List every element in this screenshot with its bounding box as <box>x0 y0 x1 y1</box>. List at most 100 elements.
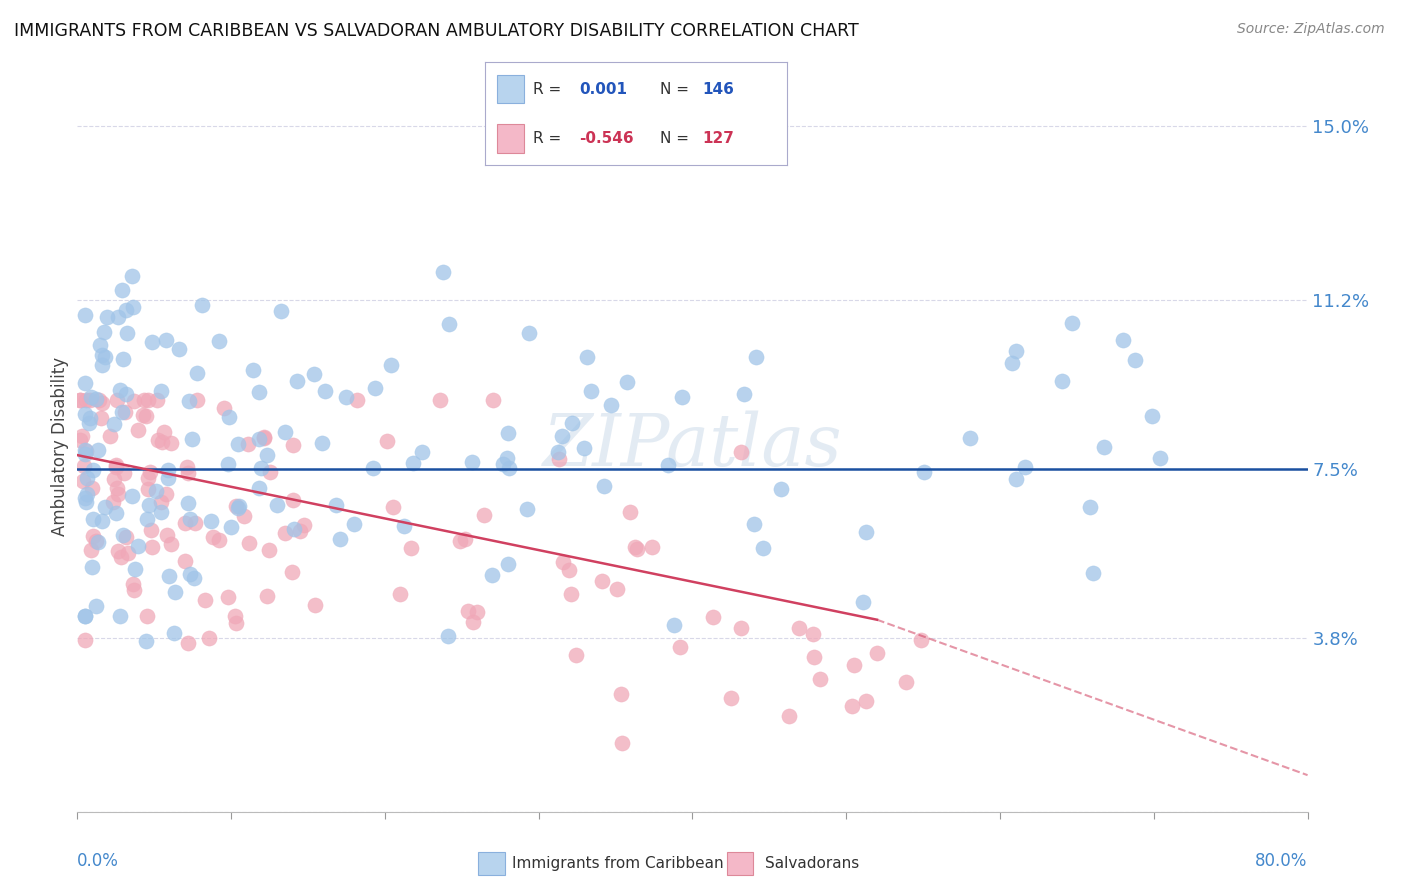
Point <box>1092 440 1115 454</box>
Point <box>114 387 136 401</box>
Point <box>855 693 877 707</box>
Point <box>1005 343 1028 358</box>
Point <box>273 526 295 541</box>
Point <box>117 546 139 560</box>
Point <box>436 630 458 644</box>
Point <box>361 460 384 475</box>
Point <box>329 533 352 547</box>
Point <box>270 304 292 318</box>
Point <box>121 490 143 504</box>
Point <box>155 334 177 348</box>
Point <box>181 432 204 446</box>
Point <box>457 603 479 617</box>
Point <box>73 491 96 505</box>
Point <box>1014 459 1036 474</box>
Point <box>803 650 825 665</box>
Point <box>225 615 247 630</box>
Point <box>82 560 104 574</box>
Point <box>640 540 662 554</box>
Point <box>866 646 889 660</box>
Point <box>610 736 633 750</box>
Point <box>283 522 305 536</box>
Point <box>619 505 641 519</box>
Point <box>75 632 97 647</box>
Point <box>801 627 824 641</box>
Point <box>201 530 224 544</box>
Point <box>152 425 174 439</box>
Point <box>80 390 103 404</box>
Point <box>112 467 135 481</box>
Point <box>93 500 115 515</box>
Point <box>141 540 163 554</box>
Point <box>702 610 724 624</box>
Point <box>184 516 207 530</box>
Point <box>103 417 125 431</box>
Point <box>139 465 162 479</box>
Point <box>122 583 145 598</box>
Point <box>481 568 503 582</box>
Point <box>561 416 583 430</box>
Point <box>105 393 128 408</box>
Point <box>186 366 208 380</box>
Point <box>346 393 368 408</box>
Point <box>111 283 134 297</box>
Point <box>224 609 246 624</box>
Point <box>73 308 96 322</box>
Point <box>107 543 129 558</box>
Point <box>730 621 752 635</box>
Point <box>173 516 195 530</box>
Point <box>1149 451 1171 466</box>
Text: R =: R = <box>533 81 567 96</box>
Point <box>107 310 129 325</box>
Point <box>498 425 520 440</box>
Text: N =: N = <box>661 131 695 146</box>
Point <box>115 530 138 544</box>
Point <box>364 380 387 394</box>
Point <box>219 520 242 534</box>
Text: IMMIGRANTS FROM CARIBBEAN VS SALVADORAN AMBULATORY DISABILITY CORRELATION CHART: IMMIGRANTS FROM CARIBBEAN VS SALVADORAN … <box>14 22 859 40</box>
Point <box>82 463 104 477</box>
Point <box>453 532 475 546</box>
Point <box>314 384 336 398</box>
Point <box>226 501 249 516</box>
Point <box>91 396 114 410</box>
Point <box>208 533 231 548</box>
Point <box>76 487 98 501</box>
Point <box>492 457 515 471</box>
Point <box>179 567 201 582</box>
Point <box>75 443 97 458</box>
Point <box>228 499 250 513</box>
Point <box>150 505 173 519</box>
Point <box>72 474 94 488</box>
Text: 146: 146 <box>703 81 734 96</box>
Point <box>302 367 325 381</box>
Point <box>460 455 482 469</box>
Point <box>135 633 157 648</box>
Point <box>226 437 249 451</box>
Point <box>89 338 111 352</box>
Point <box>72 458 94 473</box>
Point <box>465 605 488 619</box>
Point <box>1004 472 1026 486</box>
Point <box>742 516 765 531</box>
Point <box>247 482 270 496</box>
Point <box>127 539 149 553</box>
Point <box>179 393 201 408</box>
Point <box>256 590 278 604</box>
Point <box>599 399 621 413</box>
Point <box>122 300 145 314</box>
Point <box>108 383 131 397</box>
Point <box>841 699 863 714</box>
Point <box>69 393 91 408</box>
Point <box>610 687 633 701</box>
Point <box>82 529 104 543</box>
Point <box>159 436 181 450</box>
Point <box>808 672 831 686</box>
Point <box>575 350 598 364</box>
Point <box>127 424 149 438</box>
Point <box>380 358 402 372</box>
Point <box>134 393 156 408</box>
Point <box>110 549 132 564</box>
Point <box>90 411 112 425</box>
Point <box>498 461 520 475</box>
